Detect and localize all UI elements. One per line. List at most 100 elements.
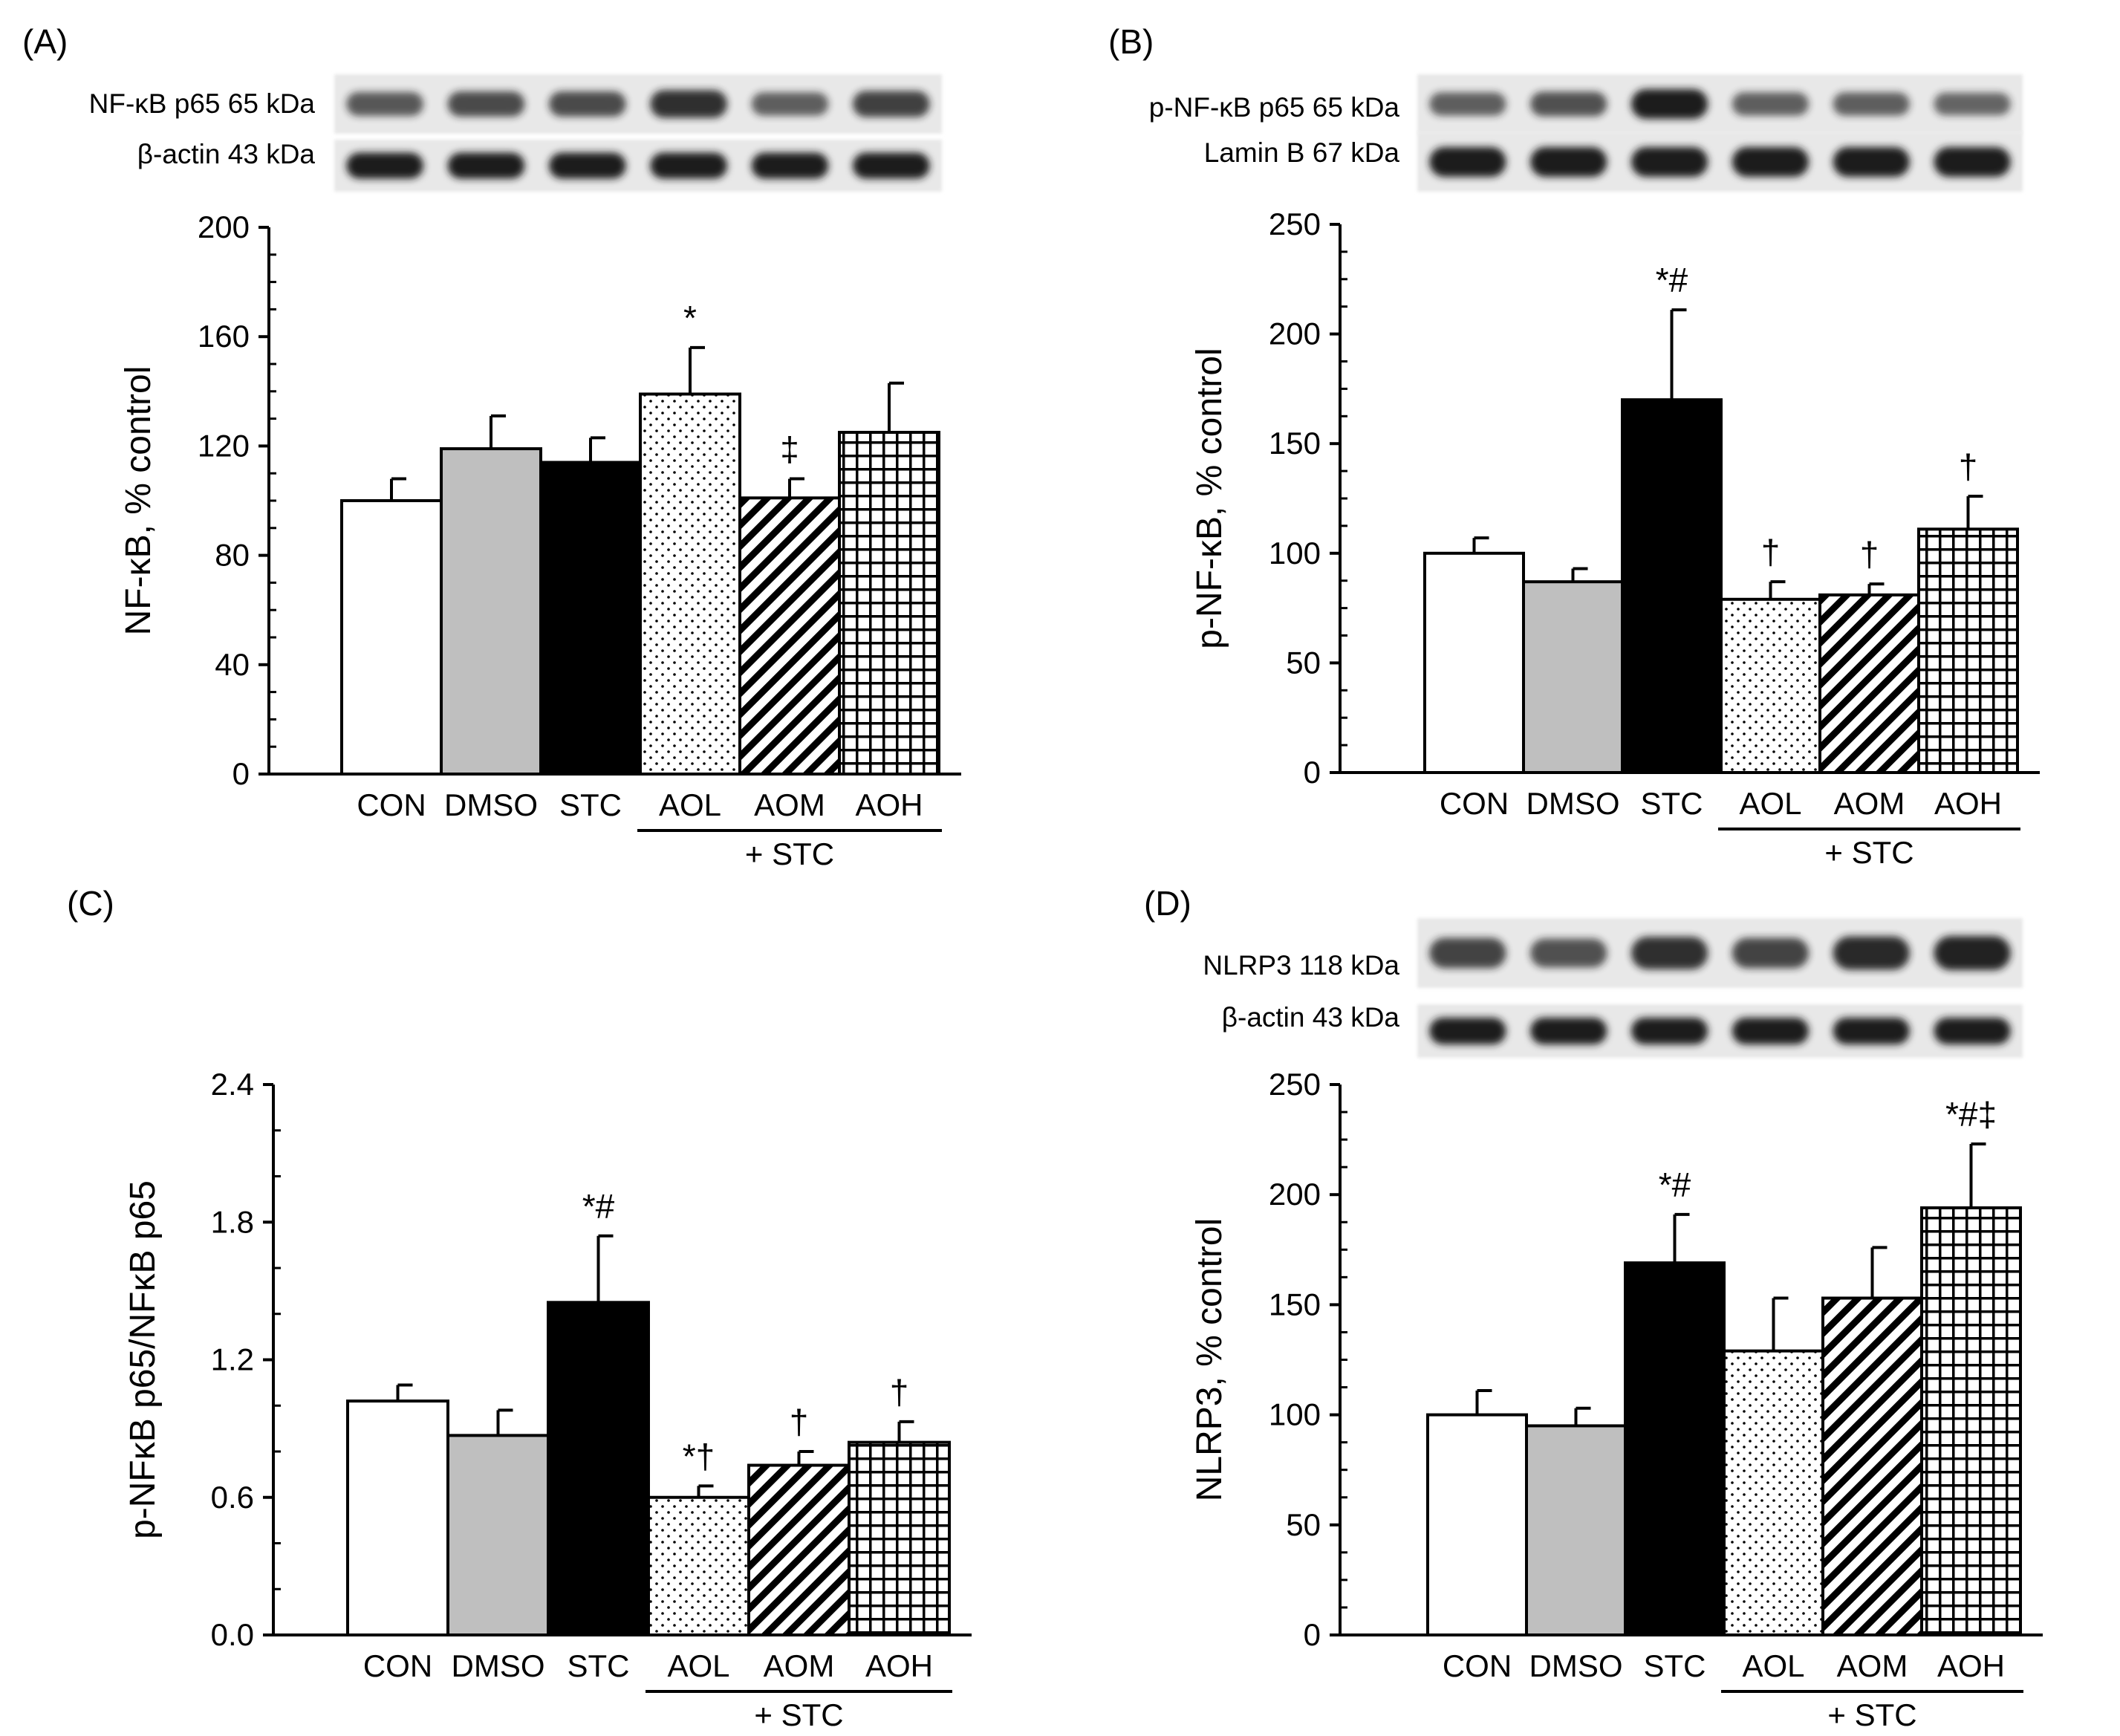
x-tick-label: AOL <box>1742 1648 1804 1683</box>
bar-stc <box>1624 1261 1726 1636</box>
blot-strip <box>334 74 942 134</box>
x-tick-label: AOL <box>667 1648 729 1683</box>
blot-band <box>853 152 930 179</box>
group-label: + STC <box>754 1697 843 1732</box>
blot-band <box>1429 147 1506 177</box>
x-tick-label: STC <box>559 787 622 822</box>
y-tick-label: 40 <box>215 647 250 682</box>
bar-stc <box>1621 398 1723 774</box>
y-axis-label: NLRP3, % control <box>1190 1218 1229 1502</box>
bar-aom <box>1818 593 1920 774</box>
blot-band <box>853 91 930 117</box>
y-tick-label: 100 <box>1269 536 1321 570</box>
bar-dmso <box>1522 580 1624 775</box>
blot-strip <box>1417 132 2023 192</box>
plot-area: 0 40 80 120 160 200 NF-κB, % control CON DMSO STC… <box>119 209 961 871</box>
significance-marker: *† <box>683 1437 715 1475</box>
blot-strip <box>1417 1004 2023 1058</box>
blot-band <box>1429 92 1506 116</box>
bar-con <box>346 1399 449 1636</box>
y-axis-label: p-NFκB p65/NFκB p65 <box>123 1180 163 1539</box>
bar-stc <box>539 461 642 776</box>
y-tick-label: 250 <box>1269 1067 1321 1102</box>
significance-marker: † <box>1761 533 1781 571</box>
bar-aom <box>1821 1296 1923 1637</box>
y-tick-label: 0 <box>1304 755 1321 790</box>
x-tick-label: AOH <box>1934 786 2002 821</box>
plot-area: 0 50 100 150 200 250 p-NF-κB, % control CON DMSO… <box>1190 207 2040 870</box>
blot-band <box>346 152 423 179</box>
group-label: + STC <box>1827 1697 1916 1732</box>
bar-con <box>1423 551 1525 774</box>
y-tick-label: 80 <box>215 538 250 573</box>
y-tick-label: 0 <box>1304 1617 1321 1652</box>
blot-band <box>447 152 525 179</box>
y-tick-label: 200 <box>198 209 250 244</box>
blot-band <box>1934 92 2011 116</box>
x-tick-label: AOM <box>754 787 825 822</box>
significance-marker: *# <box>1659 1166 1691 1204</box>
bar-aom <box>738 496 841 776</box>
blot-strip <box>1417 918 2023 988</box>
blot-band <box>1934 1018 2011 1044</box>
group-label: + STC <box>745 836 834 871</box>
y-tick-label: 200 <box>1269 316 1321 351</box>
bar-aol <box>639 392 741 776</box>
x-tick-label: DMSO <box>1526 786 1620 821</box>
y-tick-label: 120 <box>198 428 250 463</box>
blot-band <box>1934 147 2011 177</box>
y-tick-label: 250 <box>1269 207 1321 241</box>
y-tick-label: 50 <box>1286 645 1321 680</box>
blot-band <box>1429 937 1506 969</box>
blot-label: p-NF-κB p65 65 kDa <box>1149 92 1400 123</box>
blot-area: NLRP3 118 kDa β-actin 43 kDa <box>1203 918 2023 1058</box>
significance-marker: *# <box>1656 261 1688 299</box>
x-tick-label: AOL <box>1739 786 1801 821</box>
bar-aol <box>647 1495 750 1636</box>
x-tick-label: AOL <box>659 787 721 822</box>
panel-label: (A) <box>22 22 68 61</box>
blot-band <box>1833 147 1910 177</box>
blot-band <box>1732 147 1810 177</box>
significance-marker: ‡ <box>780 430 799 469</box>
y-tick-label: 1.2 <box>211 1342 254 1377</box>
bar-aol <box>1723 1349 1824 1637</box>
blot-background <box>1417 132 2023 192</box>
bar-aoh <box>1920 1206 2022 1636</box>
blot-band <box>1530 147 1607 177</box>
blot-background <box>1417 1004 2023 1058</box>
y-tick-label: 100 <box>1269 1397 1321 1432</box>
bar-con <box>1426 1413 1528 1636</box>
blot-band <box>1429 1018 1506 1044</box>
significance-marker: † <box>890 1373 909 1411</box>
y-axis-label: NF-κB, % control <box>119 366 158 636</box>
y-tick-label: 200 <box>1269 1177 1321 1212</box>
y-tick-label: 2.4 <box>211 1067 254 1102</box>
blot-strip <box>1417 74 2023 134</box>
panel-label: (B) <box>1108 22 1154 61</box>
x-tick-label: AOH <box>865 1648 933 1683</box>
y-tick-label: 0.6 <box>211 1480 254 1515</box>
panel-label: (D) <box>1144 884 1191 923</box>
y-tick-label: 150 <box>1269 1287 1321 1321</box>
y-axis-label: p-NF-κB, % control <box>1190 348 1229 648</box>
blot-band <box>549 152 626 179</box>
significance-marker: *#‡ <box>1945 1095 1997 1134</box>
blot-band <box>549 91 626 117</box>
blot-band <box>1833 1018 1910 1044</box>
blot-background <box>334 74 942 134</box>
blot-band <box>346 91 423 117</box>
blot-band <box>650 90 727 118</box>
blot-band <box>1630 1018 1708 1044</box>
bar-aoh <box>1917 527 2019 774</box>
blot-label: β-actin 43 kDa <box>1222 1002 1400 1033</box>
bar-aoh <box>838 431 940 776</box>
blot-area: NF-κB p65 65 kDa β-actin 43 kDa <box>89 74 942 192</box>
x-tick-label: AOM <box>1834 786 1905 821</box>
blot-band <box>1732 1018 1810 1044</box>
panel-c: (C) 0.0 0.6 1.2 1.8 2.4 p-NFκB p65/NFκB p65 CO… <box>67 884 972 1732</box>
plot-area: 0.0 0.6 1.2 1.8 2.4 p-NFκB p65/NFκB p65 CON DMS… <box>123 1067 972 1732</box>
blot-label: NF-κB p65 65 kDa <box>89 88 316 119</box>
blot-band <box>1732 937 1810 969</box>
